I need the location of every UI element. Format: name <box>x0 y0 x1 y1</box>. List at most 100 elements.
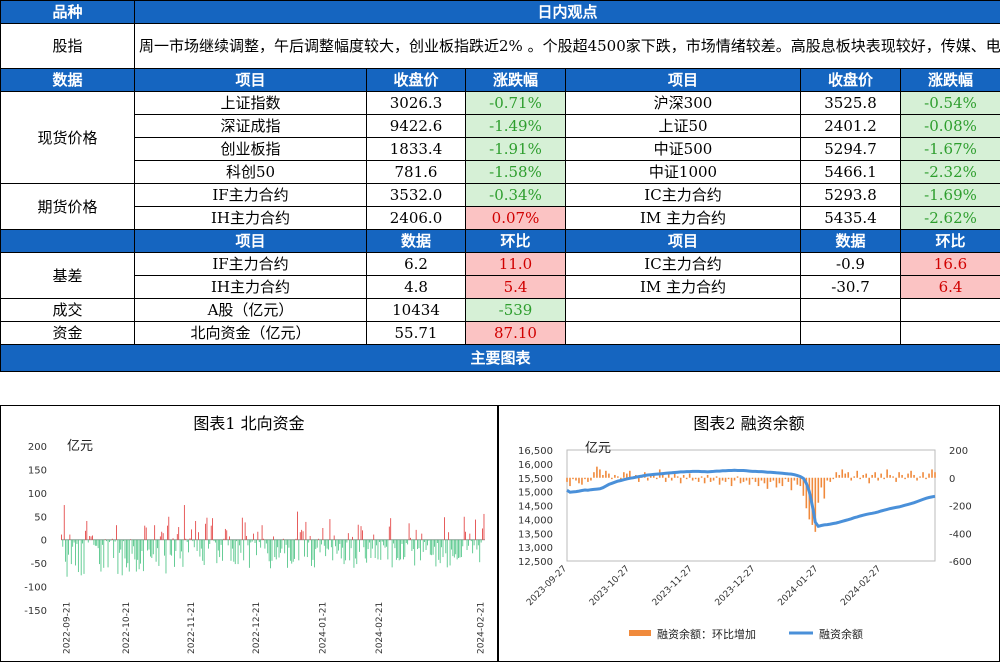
bar <box>391 539 393 568</box>
bar <box>220 539 222 545</box>
bar <box>751 477 754 480</box>
bar <box>928 473 930 478</box>
bar <box>76 539 78 544</box>
bar <box>335 539 336 547</box>
spot-change: -1.58% <box>465 160 566 184</box>
bar <box>448 532 450 540</box>
bar <box>126 539 127 568</box>
bar <box>479 539 481 563</box>
bar <box>158 539 160 566</box>
bar <box>321 539 322 545</box>
bar <box>183 505 185 540</box>
bar <box>195 520 197 540</box>
bar <box>626 473 628 478</box>
bar <box>676 476 679 478</box>
bar <box>655 477 658 480</box>
bar <box>868 477 870 484</box>
bar <box>476 539 478 550</box>
bar <box>910 470 912 478</box>
view-row: 股指 周一市场继续调整，午后调整幅度较大，创业板指跌近2% 。个股超4500家下… <box>0 23 1000 69</box>
spot-name: 上证50 <box>565 114 801 138</box>
empty-cell <box>899 321 1000 345</box>
bar <box>709 477 712 482</box>
bar <box>703 477 706 484</box>
bar <box>281 539 283 549</box>
bar <box>638 477 640 482</box>
bar <box>167 525 168 540</box>
bar <box>326 539 328 549</box>
empty-cell <box>800 321 901 345</box>
bar <box>700 476 703 478</box>
bar <box>216 539 218 564</box>
bar <box>829 477 832 482</box>
bar <box>441 539 442 548</box>
col-item-2: 项目 <box>565 229 801 253</box>
empty-cell <box>565 298 801 322</box>
bar <box>151 539 153 558</box>
bar <box>784 477 787 480</box>
futures-row: 期货价格 IF主力合约 3532.0 -0.34% IC主力合约 5293.8 … <box>0 183 1000 230</box>
spot-name: 科创50 <box>134 160 367 184</box>
bar <box>212 518 214 540</box>
y-tick-label: 200 <box>28 442 47 453</box>
bar <box>907 473 909 478</box>
bar <box>217 539 219 551</box>
basis-label: 基差 <box>0 252 135 299</box>
bar <box>97 539 99 549</box>
col-mom-2: 环比 <box>899 229 1000 253</box>
bar <box>256 539 257 556</box>
spot-change: -1.49% <box>465 114 566 138</box>
bar <box>460 539 462 558</box>
bar <box>230 539 232 561</box>
bar <box>370 539 372 558</box>
bar <box>140 539 141 564</box>
bar <box>670 477 673 481</box>
bar <box>419 539 421 561</box>
bar <box>403 539 404 560</box>
bar <box>706 474 709 478</box>
bar <box>429 539 431 555</box>
empty-cell <box>899 298 1000 322</box>
futures-change: -2.62% <box>899 206 1000 230</box>
bar <box>436 539 438 543</box>
bar <box>919 476 921 478</box>
bar <box>169 539 171 555</box>
northbound-chart: -150 -100 -50 0 50 100 150 200 亿元 2022-09-21 2022-… <box>24 439 486 654</box>
y-tick-label: 100 <box>28 489 47 500</box>
bar <box>736 476 739 478</box>
bar <box>838 474 841 478</box>
bar <box>865 473 867 478</box>
bar <box>319 539 321 553</box>
bar <box>316 539 318 548</box>
bar <box>380 539 382 560</box>
y-tick-label: -100 <box>24 583 47 594</box>
bar <box>147 539 148 551</box>
col-change-2: 涨跌幅 <box>899 68 1000 92</box>
bar <box>462 539 464 547</box>
bar <box>871 474 873 478</box>
bar <box>73 539 75 543</box>
bar <box>274 539 276 558</box>
bar <box>207 539 209 549</box>
bar <box>294 539 295 559</box>
bar <box>431 539 433 556</box>
y-left-tick-label: 14,000 <box>518 515 553 526</box>
bar <box>103 539 105 568</box>
bar <box>240 539 242 553</box>
col-item-2: 项目 <box>565 68 801 92</box>
y-tick-label: -150 <box>24 606 47 617</box>
bar <box>155 539 157 562</box>
bar <box>257 531 259 540</box>
bar <box>315 539 317 550</box>
bar <box>342 539 344 548</box>
y-left-tick-label: 15,000 <box>518 488 553 499</box>
capital-value: 55.71 <box>366 321 466 345</box>
bar <box>411 539 413 551</box>
bar <box>823 477 826 499</box>
bar <box>85 530 86 540</box>
col-close-1: 收盘价 <box>366 68 466 92</box>
futures-name: IH主力合约 <box>134 206 367 230</box>
bar <box>138 539 140 570</box>
y-right-tick-label: -600 <box>949 557 972 568</box>
bar <box>453 539 455 558</box>
